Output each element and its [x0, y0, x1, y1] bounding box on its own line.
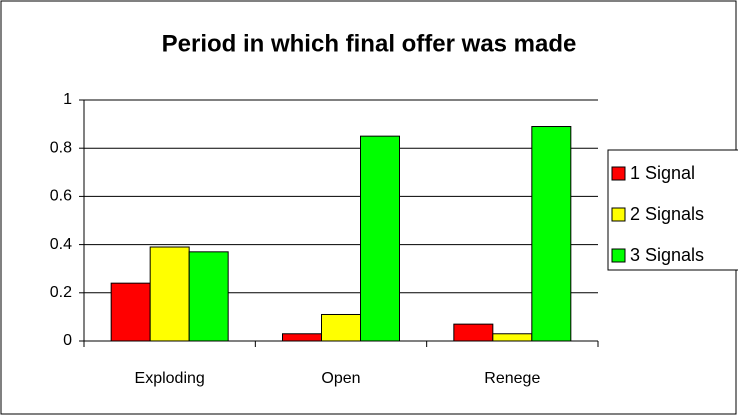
bar: [282, 333, 322, 342]
legend-label: 1 Signal: [630, 163, 695, 183]
x-tick-label: Exploding: [135, 370, 205, 387]
x-tick-label: Open: [321, 370, 360, 387]
legend-swatch: [611, 248, 626, 263]
y-tick-label: 0: [63, 332, 72, 349]
y-tick-label: 0.8: [50, 139, 72, 156]
legend-label: 3 Signals: [630, 245, 704, 265]
bar: [321, 313, 361, 342]
legend-box: [607, 149, 738, 271]
y-tick-label: 1: [63, 91, 72, 108]
bar: [531, 126, 572, 342]
legend-label: 2 Signals: [630, 204, 704, 224]
legend-swatch: [611, 207, 626, 222]
bar: [110, 282, 151, 342]
y-tick-label: 0.6: [50, 188, 72, 205]
x-tick-label: Renege: [484, 370, 540, 387]
bar: [492, 333, 533, 342]
y-tick-label: 0.2: [50, 284, 72, 301]
bar: [188, 251, 229, 342]
bar: [149, 246, 190, 342]
bar: [453, 323, 494, 342]
legend-swatch: [611, 166, 626, 181]
bar: [360, 135, 400, 342]
chart-title: Period in which final offer was made: [162, 30, 577, 57]
y-tick-label: 0.4: [50, 236, 72, 253]
